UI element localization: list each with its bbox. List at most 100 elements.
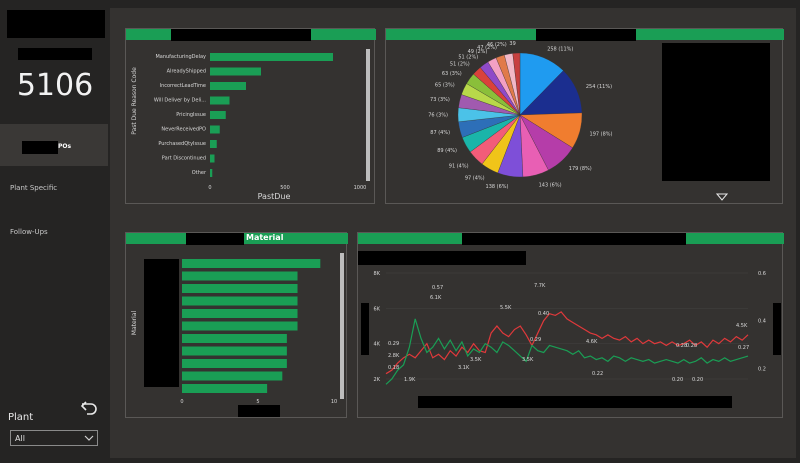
plant-filter-dropdown[interactable]: All [10,430,98,446]
pie-label: 197 (8%) [590,132,613,138]
pie-label: 138 (6%) [486,184,509,190]
data-label: 0.20 [692,377,703,383]
data-label: 3.1K [458,365,470,371]
chart-material: 0 5 10 Material [131,253,344,405]
y-right-tick: 0.6 [758,271,766,277]
pie-label: 73 (3%) [430,97,450,103]
bar-label: PurchasedQtyIssue [158,141,206,147]
bar[interactable] [182,384,268,393]
data-label: 4.5K [736,323,748,329]
x-tick-label: 500 [280,185,290,191]
chart-pie: 258 (11%) 254 (11%) 197 (8%) 179 (8%) 143 (6… [428,41,613,190]
bar[interactable] [182,371,283,381]
data-label: 0.29 [530,337,541,343]
data-label: 6.1K [430,295,442,301]
pie-label: 63 (3%) [442,71,462,77]
scrollbar[interactable] [366,49,370,181]
nav-item-active-label: POs [58,143,72,150]
bar[interactable] [182,321,298,331]
undo-arrow-icon[interactable] [80,397,100,417]
y-right-tick: 0.2 [758,366,766,372]
pie-label: 76 (3%) [428,113,448,119]
panel-past-due-reason: ManufacturingDelay AlreadyShipped Incorrec… [125,28,376,204]
bar[interactable] [182,296,298,306]
nav-item-plant-specific[interactable]: Plant Specific [10,184,58,192]
nav-item-active[interactable]: POs [0,124,108,166]
pie-label: 258 (11%) [547,46,573,52]
data-label: 0.27 [738,345,749,351]
y-left-tick: 8K [374,271,381,277]
pie-label: 143 (6%) [539,183,562,189]
panel-material-title: Material [246,233,284,242]
plant-filter-label: Plant [8,412,34,423]
bar[interactable] [210,125,220,134]
triangle-down-icon[interactable] [716,193,728,201]
bar[interactable] [182,334,287,343]
panel-pie: 258 (11%) 254 (11%) 197 (8%) 179 (8%) 143 (6… [385,28,784,204]
bar-label: PricingIssue [176,112,206,118]
chevron-down-icon [84,435,94,441]
data-label: 2.8K [388,353,400,359]
panel-material: Material 0 5 10 Material [125,232,348,418]
bar[interactable] [210,53,333,61]
kpi-value: 5106 [16,68,94,103]
series-line-green [385,318,749,385]
data-label: 0.28 [686,343,697,349]
data-label: 0.20 [672,377,683,383]
data-label: 0.57 [432,285,443,291]
bar[interactable] [210,111,226,119]
pie-label: 97 (4%) [465,176,485,182]
pie-label: 91 (4%) [449,163,469,169]
pie-label: 47 (2%) [477,45,497,51]
nav-item-follow-ups[interactable]: Follow-Ups [10,228,48,236]
data-label: 0.22 [592,371,603,377]
pie-label: 179 (8%) [569,166,592,172]
x-tick-label: 10 [331,399,337,405]
pie-label: 65 (3%) [435,83,455,89]
bar-label: ManufacturingDelay [155,54,206,60]
y-left-tick: 4K [374,342,381,348]
redacted-kpi-title [18,48,92,60]
data-label: 0.40 [538,311,549,317]
x-axis-label: PastDue [258,192,291,201]
y-axis-label: Material [131,310,138,335]
pie-label: 49 (2%) [468,49,488,55]
pie-label: 51 (2%) [458,54,478,60]
y-axis-label: Past Due Reason Code [131,67,138,135]
bar[interactable] [182,259,321,268]
bar-label: Other [192,170,207,176]
pie-label: 254 (11%) [586,84,612,90]
bar-label: NeverReceivedPO [161,127,206,133]
x-tick-label: 0 [180,399,183,405]
bar-label: AlreadyShipped [167,69,206,75]
bar[interactable] [210,154,215,163]
scrollbar[interactable] [340,253,344,399]
pie-label: 87 (4%) [430,130,450,136]
bar[interactable] [210,82,246,90]
bar[interactable] [210,96,230,105]
y-right-tick: 0.4 [758,319,766,325]
pie-label: 89 (4%) [437,148,457,154]
series-line-red [385,311,749,375]
bar[interactable] [182,309,298,318]
y-left-tick: 2K [374,377,381,383]
x-tick-label: 0 [208,185,211,191]
bar[interactable] [210,67,261,76]
data-label: 0.29 [388,341,399,347]
pie-slice[interactable] [512,52,521,116]
data-label: 1.9K [404,377,416,383]
bar[interactable] [182,346,287,356]
redacted-logo [7,10,105,38]
bar[interactable] [210,169,213,177]
y-left-tick: 6K [374,306,381,312]
pie-label: 51 (2%) [450,61,470,67]
sidebar: 5106 POs Plant Specific Follow-Ups Plant… [0,0,110,463]
bar[interactable] [182,284,298,293]
bar[interactable] [182,271,298,281]
chart-past-due: ManufacturingDelay AlreadyShipped Incorrec… [131,49,370,201]
data-label: 3.5K [470,357,482,363]
data-label: 5.5K [500,305,512,311]
pie-label: 39 [509,41,515,47]
bar[interactable] [210,140,217,148]
bar[interactable] [182,359,287,368]
